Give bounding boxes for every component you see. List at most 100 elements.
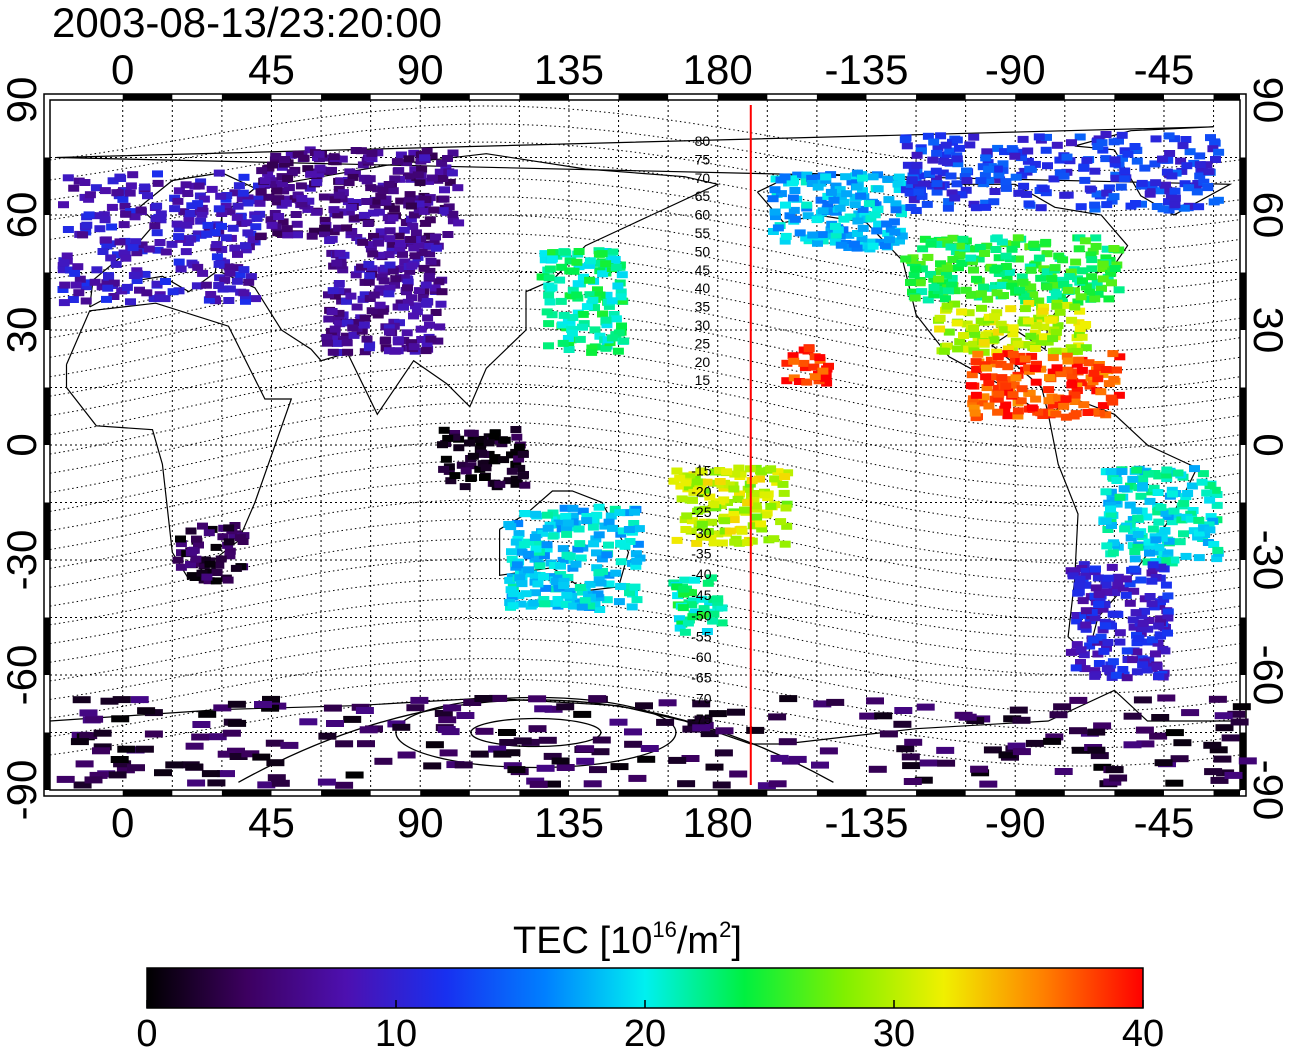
tec-cell [579, 597, 591, 605]
tec-cell [1093, 722, 1112, 730]
tec-cell [596, 250, 608, 258]
tec-cell [577, 323, 588, 331]
tec-cell [380, 336, 392, 344]
tec-cell [89, 771, 108, 779]
tec-cell [686, 601, 698, 609]
magnetic-contour [49, 105, 1241, 172]
tec-cell [1085, 251, 1097, 259]
tec-cell [556, 703, 575, 711]
tec-cell [533, 540, 545, 548]
tec-cell [1137, 624, 1149, 632]
tec-cell [1038, 185, 1050, 193]
tec-cell [902, 161, 914, 169]
tec-cell [577, 310, 589, 318]
frame-tick-bottom [122, 790, 173, 796]
tec-cell [333, 287, 345, 295]
tec-cell [1054, 308, 1066, 316]
tec-cell [1058, 402, 1070, 410]
tec-cell [558, 582, 570, 589]
tec-cell [410, 302, 421, 310]
tec-cell [577, 273, 589, 281]
tec-cell [971, 275, 982, 283]
tec-cell [343, 715, 362, 723]
tec-cell [250, 295, 262, 303]
tec-cell [513, 530, 525, 538]
magnetic-latitude-label: 25 [695, 335, 711, 351]
tec-cell [1029, 345, 1041, 352]
tec-cell [857, 174, 868, 182]
tec-cell [474, 695, 493, 702]
magnetic-contour [49, 598, 1241, 676]
tec-cell [945, 172, 957, 180]
tec-cell [1054, 768, 1073, 775]
tec-cell [679, 628, 691, 636]
tec-cell [976, 304, 987, 312]
tec-cell [336, 195, 348, 203]
tec-cell [408, 149, 420, 157]
tec-cell [327, 348, 339, 356]
tec-cell [201, 770, 220, 778]
tec-cell [232, 264, 244, 272]
tec-cell [1148, 484, 1160, 492]
tec-cell [1090, 584, 1102, 592]
tec-cell [893, 173, 905, 181]
tec-cell [345, 203, 357, 211]
tec-cell [1089, 614, 1101, 622]
tec-cell [363, 278, 375, 286]
tec-cell [1024, 165, 1036, 173]
tec-cell [1006, 282, 1018, 290]
tec-cell [1076, 333, 1088, 341]
tec-cell [428, 206, 440, 214]
frame-tick-bottom [1015, 790, 1065, 796]
tec-cell [367, 250, 379, 258]
tec-cell [732, 495, 744, 503]
tec-cell [975, 317, 987, 325]
tec-cell [1049, 711, 1068, 719]
tec-cell [890, 200, 902, 208]
tec-cell [1095, 633, 1107, 641]
tec-cell [80, 297, 92, 305]
tec-cell [852, 230, 863, 237]
tec-cell [975, 290, 987, 298]
tec-cell [1086, 256, 1098, 264]
tec-cell [1086, 273, 1098, 281]
tec-cell [588, 540, 600, 548]
tec-cell [1176, 167, 1188, 175]
tec-cell [1151, 714, 1170, 721]
tec-cell [1023, 299, 1035, 307]
tec-cell [957, 235, 969, 243]
tec-cell [1053, 252, 1065, 260]
tec-cell [181, 221, 193, 229]
tec-cell [687, 496, 698, 504]
magnetic-latitude-label: -60 [691, 649, 711, 665]
tec-cell [505, 523, 517, 531]
tec-cell [692, 724, 711, 732]
tec-cell [834, 186, 846, 194]
tec-cell [416, 336, 428, 343]
tec-cell [573, 263, 585, 271]
tec-cell [559, 504, 571, 512]
tec-cell [671, 467, 683, 475]
tec-cell [1124, 501, 1136, 509]
magnetic-latitude-label: 35 [695, 299, 711, 315]
tec-cell [592, 286, 603, 294]
tec-cell [1041, 283, 1053, 291]
tec-cell [196, 210, 208, 218]
tec-cell [841, 190, 853, 198]
tec-cell [67, 296, 79, 303]
tec-cell [1066, 139, 1077, 147]
frame-tick-bottom [519, 790, 569, 796]
magnetic-pole-contour [470, 717, 602, 748]
tec-cell [126, 746, 145, 754]
tec-cell [1101, 189, 1113, 197]
tec-cell [335, 740, 354, 748]
tec-cell [714, 478, 726, 485]
tec-cell [1017, 278, 1029, 286]
tec-cell [192, 200, 204, 208]
tec-cell [100, 236, 112, 244]
longitude-tick-top: -45 [1133, 46, 1195, 93]
tec-cell [173, 233, 185, 241]
tec-cell [708, 710, 727, 718]
tec-cell [567, 564, 579, 572]
